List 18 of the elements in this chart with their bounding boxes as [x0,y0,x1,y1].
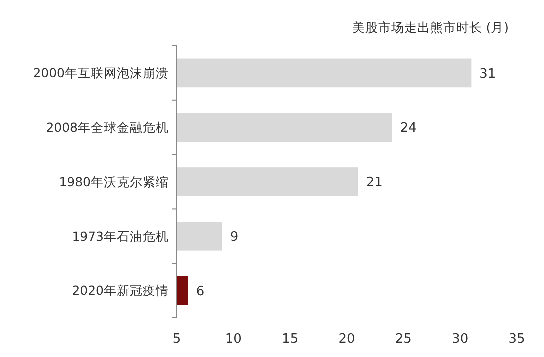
data-label: 31 [480,66,496,82]
y-tick-label: 2000年互联网泡沫崩溃 [33,66,169,81]
y-tick-label: 1980年沃克尔紧缩 [59,174,169,190]
data-label: 6 [196,284,205,300]
x-tick-label: 5 [172,332,182,347]
y-tick-label: 1973年石油危机 [72,228,169,244]
x-tick-label: 35 [508,332,526,347]
x-tick-label: 25 [395,332,412,347]
data-label: 24 [400,121,417,136]
y-tick-label: 2020年新冠疫情 [72,283,169,298]
x-tick-label: 15 [282,332,299,347]
y-tick-label: 2008年全球金融危机 [46,120,169,135]
data-label: 9 [230,230,239,245]
data-label: 21 [366,176,383,191]
x-tick-label: 10 [225,332,242,347]
x-tick-label: 20 [338,332,356,347]
x-tick-label: 30 [452,332,469,347]
chart-title: 美股市场走出熊市时长 (月) [352,20,509,35]
